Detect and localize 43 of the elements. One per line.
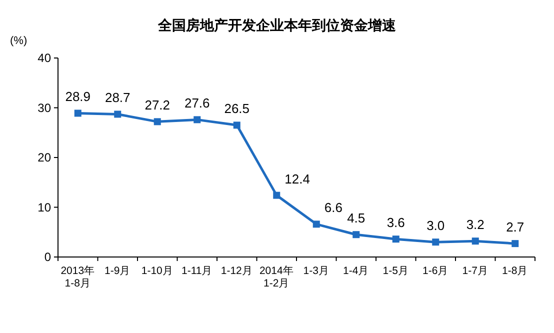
y-tick-label: 20: [38, 150, 52, 164]
x-tick-label: 1-4月: [343, 265, 370, 277]
point: [273, 192, 280, 199]
x-tick-label: 1-3月: [303, 265, 330, 277]
point: [154, 118, 161, 126]
data-label: 3.2: [466, 217, 484, 232]
data-label: 28.7: [104, 90, 130, 106]
data-label: 12.4: [284, 171, 310, 186]
point: [472, 238, 479, 245]
point: [432, 238, 440, 246]
y-tick-label: 0: [44, 250, 52, 264]
data-label: 27.6: [184, 96, 210, 111]
x-tick-label: 1-11月: [182, 265, 213, 277]
data-label: 3.0: [426, 218, 445, 234]
y-tick-label: 10: [38, 200, 52, 214]
point: [114, 110, 122, 118]
data-label: 3.6: [386, 215, 405, 230]
point: [352, 231, 360, 238]
data-label: 6.6: [324, 200, 342, 216]
data-label: 26.5: [224, 101, 250, 116]
point: [392, 236, 400, 243]
point: [194, 116, 201, 124]
point: [512, 240, 519, 248]
data-label: 2.7: [506, 220, 524, 235]
point: [312, 220, 320, 228]
x-tick-label: 1-6月: [422, 265, 449, 277]
data-label: 27.2: [144, 98, 170, 113]
point: [74, 110, 82, 117]
point: [233, 122, 240, 129]
data-label: 4.5: [347, 210, 366, 226]
x-tick-label: 2013年 1-8月: [60, 265, 96, 290]
x-tick-label: 1-10月: [141, 265, 174, 277]
x-tick-label: 1-8月: [502, 265, 528, 277]
x-tick-label: 2014年 1-2月: [259, 265, 294, 290]
y-tick-label: 40: [38, 51, 52, 65]
chart-title: 全国房地产开发企业本年到位资金增速: [157, 17, 397, 33]
x-tick-label: 1-5月: [382, 265, 409, 277]
data-label: 28.9: [65, 89, 91, 104]
y-axis-title: (%): [10, 35, 28, 47]
x-tick-label: 1-7月: [462, 265, 488, 277]
x-tick-label: 1-12月: [220, 265, 253, 277]
y-tick-label: 30: [38, 100, 52, 115]
x-tick-label: 1-9月: [104, 265, 131, 277]
